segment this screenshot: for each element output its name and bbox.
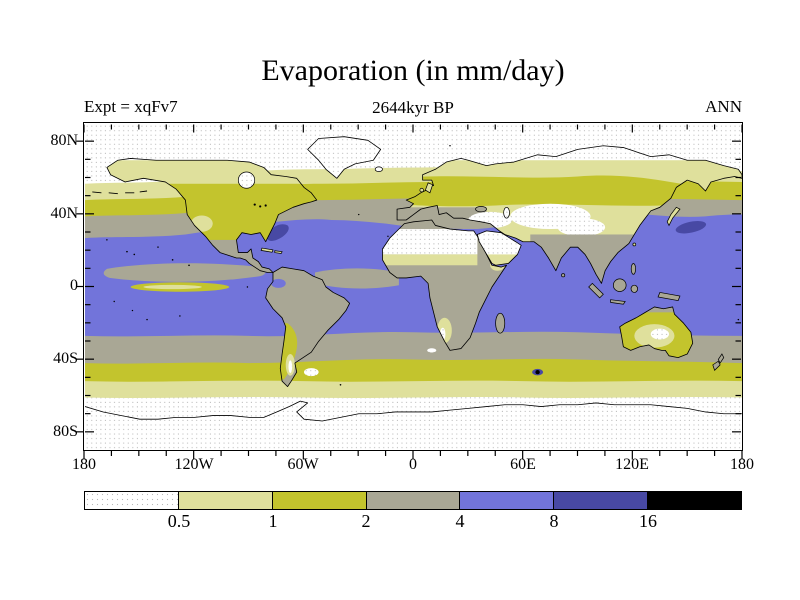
x-tick-label-60e: 60E: [510, 456, 536, 473]
island-specks: [91, 144, 739, 386]
antarctica: [84, 400, 742, 450]
arabia: [475, 229, 522, 266]
x-tick-label-120w: 120W: [174, 456, 214, 473]
western-boundary-currents: [266, 220, 706, 376]
x-tick-label-0: 0: [409, 456, 417, 473]
islands: [260, 166, 724, 371]
colorbar-segment-gt-16: [647, 492, 742, 509]
colorbar-segment-2-4: [365, 492, 460, 509]
y-tick-label-80S: 80S: [53, 423, 78, 440]
colorbar-segment-4-8: [459, 492, 554, 509]
colorbar: [84, 491, 742, 510]
subtitle-row: Expt = xqFv7 2644kyr BP ANN: [84, 97, 742, 119]
x-tick-label-120e: 120E: [615, 456, 649, 473]
continent-australia: [618, 305, 694, 359]
colorbar-segment-lt-0.5: [85, 492, 178, 509]
colorbar-label-16: 16: [639, 511, 657, 531]
subtitle: 2644kyr BP: [372, 98, 454, 117]
page-title: Evaporation (in mm/day): [261, 54, 565, 87]
x-tick-label-180w: 180: [72, 456, 96, 473]
y-tick-label-40S: 40S: [53, 350, 78, 367]
season-label: ANN: [705, 97, 742, 116]
y-tick-label-0: 0: [70, 277, 78, 294]
y-tick-label-80N: 80N: [50, 132, 78, 149]
continent-africa: [381, 218, 507, 351]
colorbar-segment-0.5-1: [177, 492, 272, 509]
colorbar-label-4: 4: [455, 511, 465, 531]
colorbar-segment-1-2: [271, 492, 366, 509]
colorbar-label-0.5: 0.5: [167, 511, 191, 531]
experiment-label: Expt = xqFv7: [84, 97, 178, 116]
colorbar-label-1: 1: [268, 511, 278, 531]
y-tick-label-40N: 40N: [50, 205, 78, 222]
equatorial-features: [103, 262, 399, 292]
colorbar-label-2: 2: [361, 511, 371, 531]
contour-map: [84, 123, 742, 450]
colorbar-label-8: 8: [549, 511, 559, 531]
x-tick-label-180e: 180: [730, 456, 754, 473]
x-tick-label-60w: 60W: [287, 456, 319, 473]
colorbar-segment-8-16: [553, 492, 648, 509]
map-frame: [83, 122, 743, 451]
